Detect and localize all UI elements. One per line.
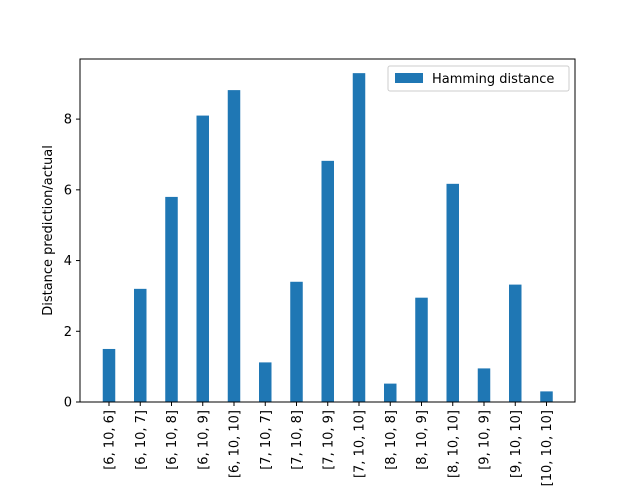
bar bbox=[290, 281, 303, 402]
y-tick-label: 2 bbox=[64, 325, 72, 340]
bar bbox=[415, 297, 428, 402]
x-tick-label: [9, 10, 10] bbox=[509, 410, 524, 478]
bar bbox=[165, 196, 178, 402]
bar bbox=[259, 362, 272, 402]
legend-frame bbox=[387, 65, 570, 92]
y-tick-label: 8 bbox=[64, 113, 72, 128]
x-tick-label: [6, 10, 8] bbox=[165, 410, 180, 470]
x-tick-label: [7, 10, 10] bbox=[353, 410, 368, 478]
bar bbox=[540, 391, 553, 402]
bar bbox=[196, 115, 209, 402]
bar bbox=[384, 383, 397, 402]
x-tick-label: [8, 10, 10] bbox=[446, 410, 461, 478]
x-tick-label: [6, 10, 10] bbox=[228, 410, 243, 478]
x-tick-label: [7, 10, 7] bbox=[259, 410, 274, 470]
x-tick-label: [6, 10, 6] bbox=[103, 410, 118, 470]
y-tick-label: 0 bbox=[64, 396, 72, 411]
bar bbox=[102, 348, 116, 402]
bar bbox=[227, 90, 241, 402]
bar bbox=[477, 368, 491, 402]
y-axis-label: Distance prediction/actual bbox=[41, 145, 56, 316]
x-tick-label: [6, 10, 7] bbox=[134, 410, 149, 470]
legend: Hamming distance bbox=[387, 65, 570, 92]
x-tick-label: [8, 10, 8] bbox=[384, 410, 399, 470]
y-tick-label: 4 bbox=[64, 254, 72, 269]
bar bbox=[134, 288, 147, 402]
bar bbox=[509, 284, 522, 402]
bar bbox=[352, 73, 366, 402]
x-tick-label: [9, 10, 9] bbox=[478, 410, 493, 470]
plot-frame bbox=[79, 58, 576, 403]
x-tick-label: [7, 10, 9] bbox=[321, 410, 336, 470]
y-axis-ticks: 0 2 4 6 8 bbox=[64, 113, 80, 411]
bars-group bbox=[102, 73, 553, 402]
x-tick-label: [6, 10, 9] bbox=[196, 410, 211, 470]
bar bbox=[446, 183, 459, 402]
x-tick-label: [8, 10, 9] bbox=[415, 410, 430, 470]
x-tick-label: [10, 10, 10] bbox=[540, 410, 555, 486]
x-axis-ticks: [6, 10, 6] [6, 10, 7] [6, 10, 8] [6, 10, 9]… bbox=[103, 402, 555, 486]
x-tick-label: [7, 10, 8] bbox=[290, 410, 305, 470]
legend-swatch bbox=[395, 73, 423, 83]
y-tick-label: 6 bbox=[64, 183, 72, 198]
legend-label: Hamming distance bbox=[432, 72, 554, 87]
bar bbox=[321, 160, 334, 402]
